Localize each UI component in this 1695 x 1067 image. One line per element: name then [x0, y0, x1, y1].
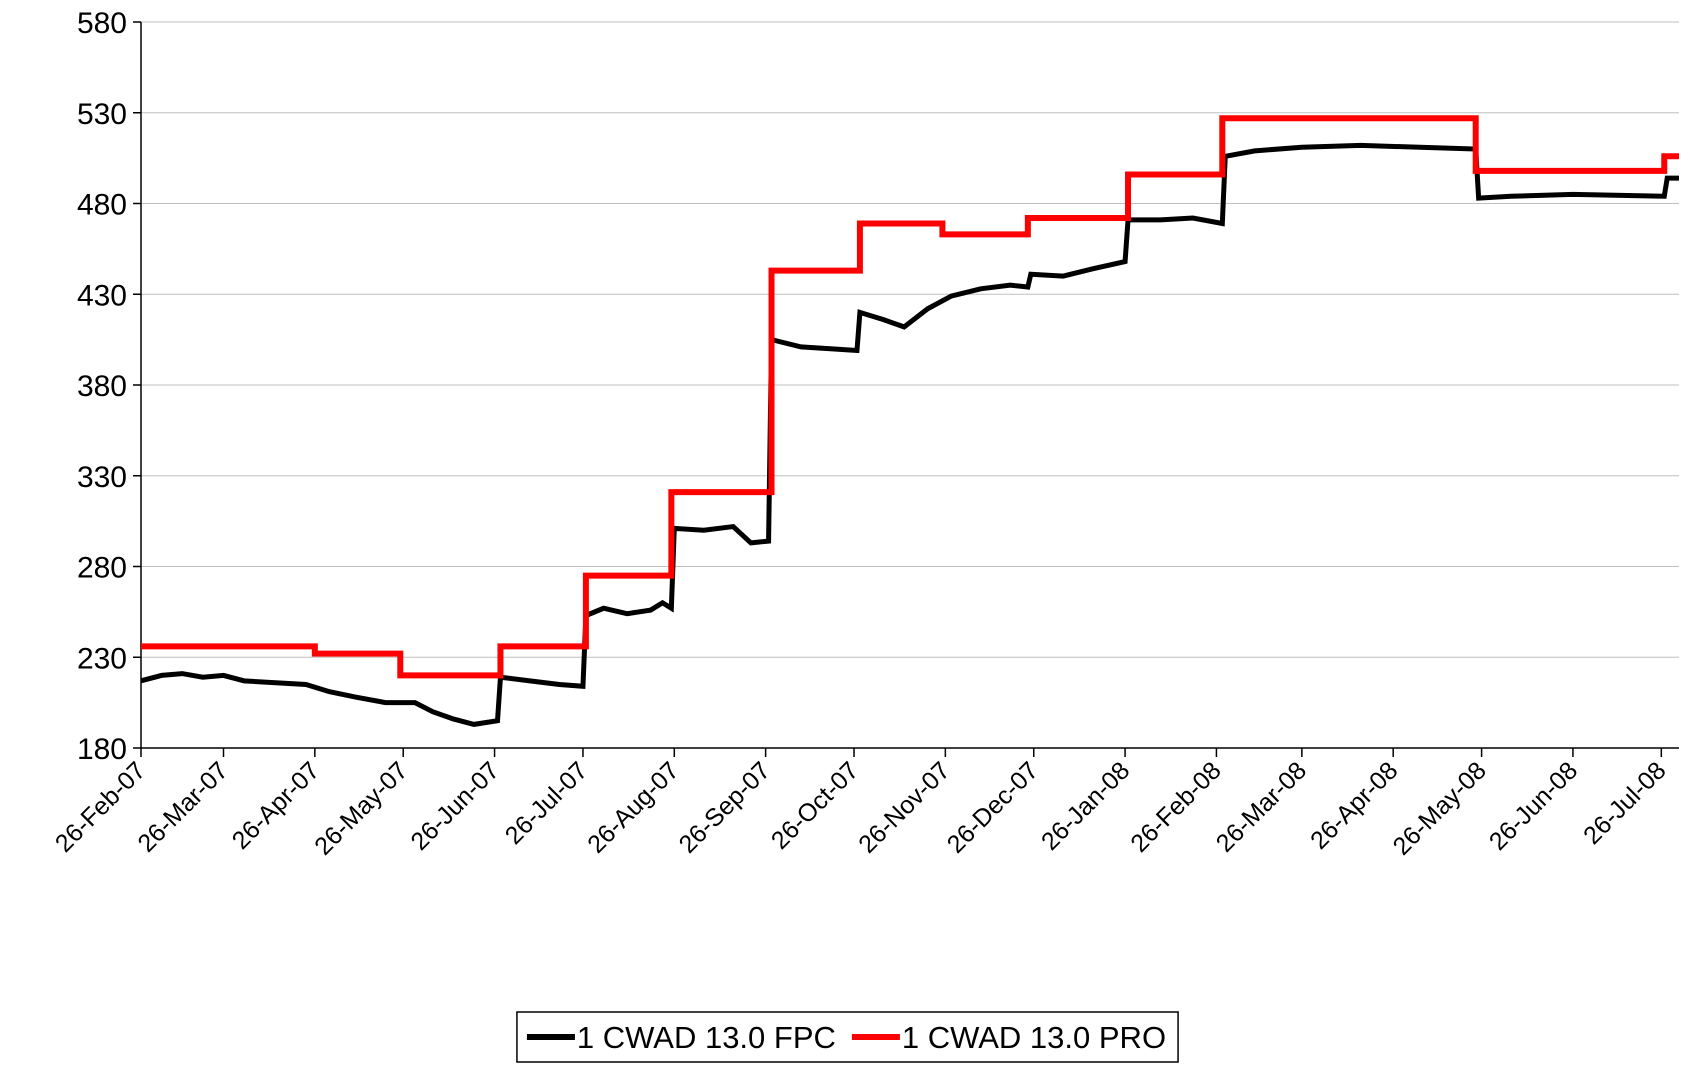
legend: 1 CWAD 13.0 FPC 1 CWAD 13.0 PRO: [516, 1011, 1179, 1063]
x-tick-label: 26-Nov-07: [853, 756, 955, 858]
y-tick-label: 230: [77, 642, 127, 675]
x-tick-label: 26-May-07: [309, 756, 413, 860]
x-tick-label: 26-Oct-07: [766, 756, 864, 854]
x-tick-label: 26-Sep-07: [674, 756, 776, 858]
series-line: [140, 142, 1679, 727]
y-tick-label: 430: [77, 279, 127, 312]
y-tick-label: 380: [77, 370, 127, 403]
x-tick-label: 26-Mar-08: [1211, 756, 1312, 857]
y-tick-label: 280: [77, 552, 127, 585]
y-tick-label: 530: [77, 98, 127, 131]
y-tick-label: 330: [77, 461, 127, 494]
x-tick-label: 26-Jul-07: [500, 756, 594, 850]
y-tick-label: 580: [77, 7, 127, 40]
x-tick-label: 26-Jun-07: [405, 756, 504, 855]
legend-label: 1 CWAD 13.0 FPC: [577, 1020, 836, 1055]
x-tick-label: 26-Jun-08: [1484, 756, 1583, 855]
x-tick-label: 26-Aug-07: [582, 756, 684, 858]
x-tick-label: 26-Jul-08: [1578, 756, 1672, 850]
y-tick-label: 180: [77, 733, 127, 766]
y-tick-label: 480: [77, 189, 127, 222]
x-tick-label: 26-Jan-08: [1036, 756, 1135, 855]
x-tick-label: 26-Mar-07: [132, 756, 233, 857]
x-tick-label: 26-May-08: [1388, 756, 1492, 860]
legend-label: 1 CWAD 13.0 PRO: [902, 1020, 1166, 1055]
x-tick-label: 26-Dec-07: [942, 756, 1044, 858]
series-line: [141, 115, 1679, 679]
x-tick-label: 26-Feb-08: [1125, 756, 1226, 857]
legend-box: [516, 1011, 1179, 1063]
